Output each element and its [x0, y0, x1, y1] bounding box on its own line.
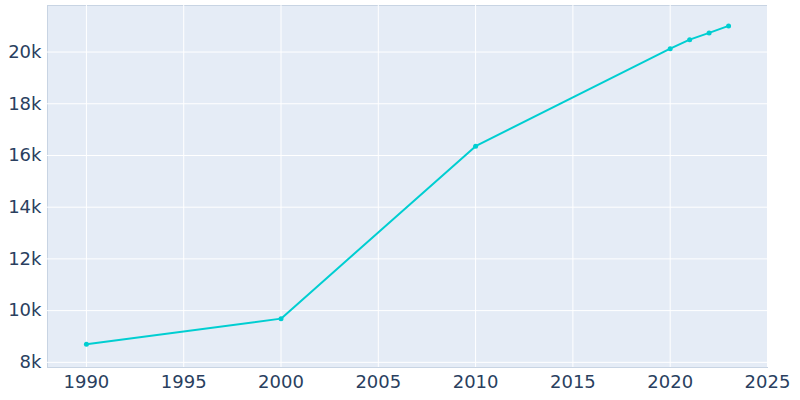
svg-text:12k: 12k [8, 248, 42, 269]
svg-text:20k: 20k [8, 41, 42, 62]
svg-text:10k: 10k [8, 299, 42, 320]
svg-text:1995: 1995 [161, 371, 207, 392]
svg-text:2020: 2020 [647, 371, 693, 392]
svg-text:2025: 2025 [745, 371, 791, 392]
svg-text:16k: 16k [8, 144, 42, 165]
svg-text:8k: 8k [20, 351, 42, 372]
svg-text:18k: 18k [8, 93, 42, 114]
svg-text:1990: 1990 [64, 371, 110, 392]
svg-text:2000: 2000 [258, 371, 304, 392]
svg-text:2005: 2005 [355, 371, 401, 392]
svg-text:2015: 2015 [550, 371, 596, 392]
svg-text:14k: 14k [8, 196, 42, 217]
svg-text:2010: 2010 [453, 371, 499, 392]
